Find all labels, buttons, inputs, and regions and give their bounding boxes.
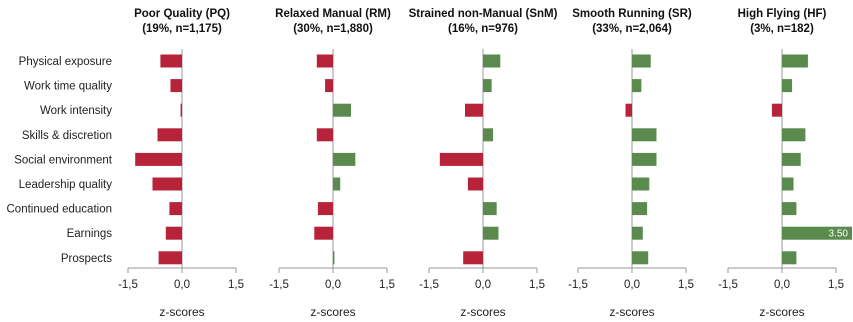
bar-2-5 [333,152,356,166]
bar-3-7 [483,202,497,216]
x-tick-label-1-3: 1,5 [228,279,244,291]
bar-2-7 [317,202,333,216]
bar-2-9 [333,251,335,265]
bar-2-2 [325,79,333,93]
bar-4-6 [632,177,650,191]
bar-5-4 [782,128,806,142]
bar-4-1 [632,54,651,68]
bar-2-3 [333,103,351,117]
x-tick-label-3-2: 0,0 [475,279,491,291]
panel-subtitle-5: (3%, n=182) [750,23,814,35]
bar-4-9 [632,251,649,265]
panel-title-3: Strained non-Manual (SnM) [409,8,558,20]
x-tick-label-4-2: 0,0 [624,279,640,291]
x-tick-label-5-2: 0,0 [774,279,790,291]
x-axis-title-3: z-scores [460,305,505,319]
bar-5-8 [782,226,852,240]
bar-1-2 [170,79,182,93]
x-tick-label-3-3: 1,5 [529,279,545,291]
bar-3-9 [463,251,483,265]
bar-1-7 [169,202,182,216]
category-label-1: Physical exposure [19,56,112,68]
x-axis-title-5: z-scores [759,305,804,319]
x-axis-title-2: z-scores [310,305,355,319]
x-tick-label-2-2: 0,0 [325,279,341,291]
bar-3-1 [483,54,501,68]
panel-title-2: Relaxed Manual (RM) [275,8,391,20]
panel-subtitle-2: (30%, n=1,880) [293,23,373,35]
x-tick-label-2-1: -1,5 [269,279,289,291]
x-tick-label-1-2: 0,0 [174,279,190,291]
panel-subtitle-1: (19%, n=1,175) [142,23,222,35]
bar-5-6 [782,177,794,191]
x-tick-label-3-1: -1,5 [419,279,439,291]
panel-subtitle-3: (16%, n=976) [448,23,518,35]
bar-1-3 [180,103,182,117]
bar-4-4 [632,128,657,142]
x-tick-label-5-1: -1,5 [718,279,738,291]
panel-title-4: Smooth Running (SR) [572,8,692,20]
bar-3-4 [483,128,494,142]
x-tick-label-4-3: 1,5 [678,279,694,291]
bar-4-5 [632,152,657,166]
panel-subtitle-4: (33%, n=2,064) [592,23,672,35]
bar-3-2 [483,79,492,93]
bar-4-7 [632,202,648,216]
x-tick-label-1-1: -1,5 [118,279,138,291]
bar-3-5 [439,152,483,166]
bar-5-9 [782,251,797,265]
x-tick-label-2-3: 1,5 [379,279,395,291]
category-label-9: Prospects [61,253,112,265]
bar-1-1 [160,54,182,68]
bar-2-4 [316,128,333,142]
bar-1-5 [135,152,182,166]
bar-5-5 [782,152,801,166]
bar-1-4 [157,128,182,142]
bar-value-label-5-8: 3.50 [829,229,849,240]
bar-4-3 [625,103,632,117]
category-label-8: Earnings [67,228,113,240]
bar-5-7 [782,202,797,216]
bar-1-6 [152,177,182,191]
x-tick-label-5-3: 1,5 [828,279,844,291]
bar-3-8 [483,226,499,240]
category-label-6: Leadership quality [19,179,113,191]
x-axis-title-1: z-scores [159,305,204,319]
bar-2-8 [314,226,333,240]
bar-4-2 [632,79,642,93]
bar-4-8 [632,226,643,240]
panel-title-5: High Flying (HF) [738,8,827,20]
category-label-7: Continued education [7,204,113,216]
bar-2-6 [333,177,341,191]
category-label-2: Work time quality [24,81,112,93]
x-tick-label-4-1: -1,5 [568,279,588,291]
panel-title-1: Poor Quality (PQ) [134,8,230,20]
x-axis-title-4: z-scores [609,305,654,319]
bar-3-3 [465,103,483,117]
category-label-3: Work intensity [40,105,112,117]
bar-5-2 [782,79,793,93]
category-label-4: Skills & discretion [22,130,112,142]
bar-1-9 [158,251,182,265]
bar-2-1 [316,54,333,68]
bar-5-1 [782,54,808,68]
bar-3-6 [467,177,483,191]
bar-1-8 [165,226,182,240]
bar-5-3 [771,103,782,117]
category-label-5: Social environment [14,154,113,166]
